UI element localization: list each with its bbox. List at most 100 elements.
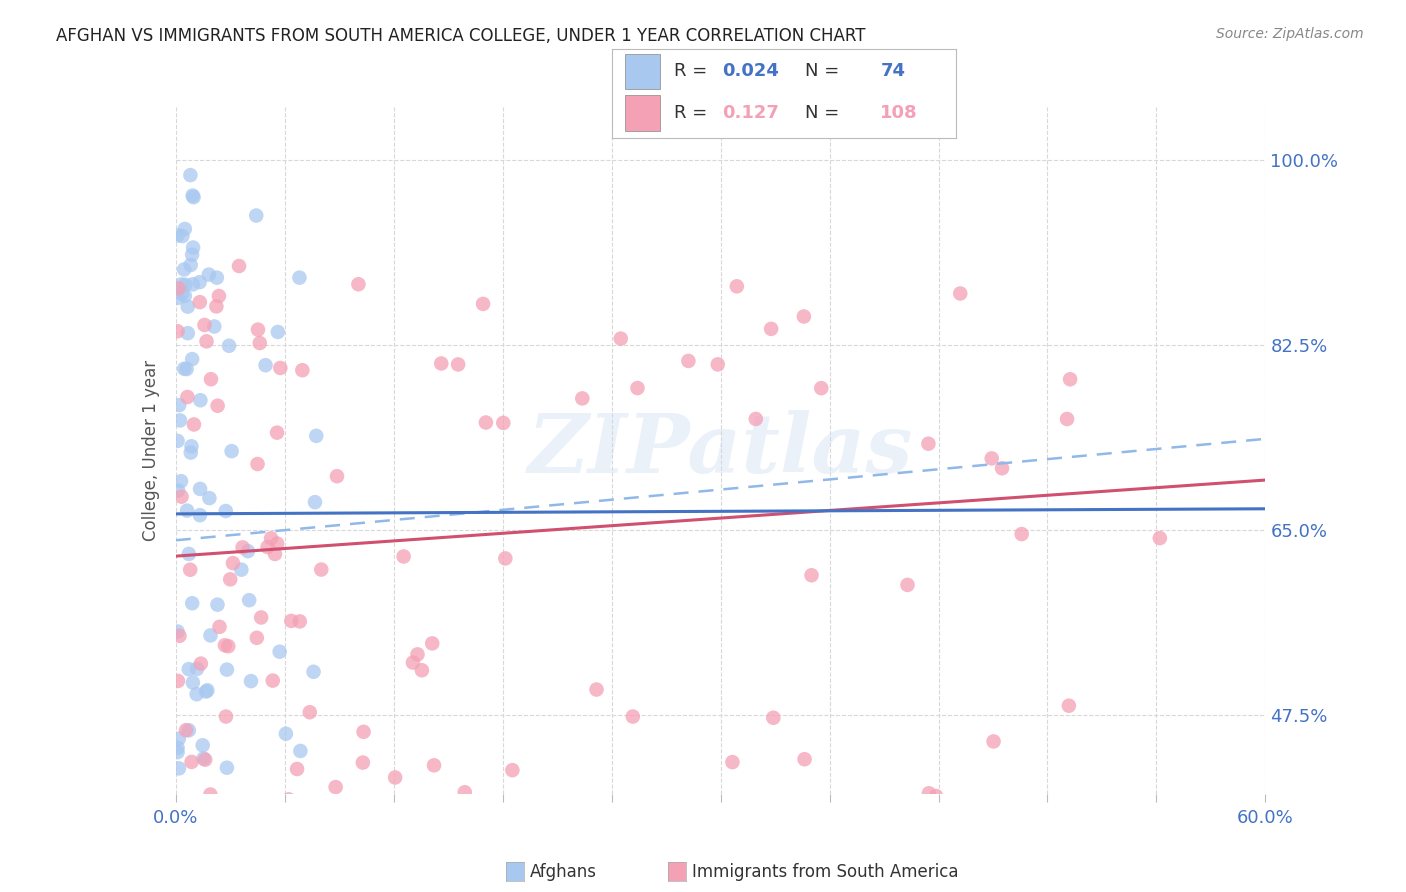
Point <box>172 824 194 838</box>
Point <box>475 416 498 430</box>
Point <box>195 334 218 349</box>
Point <box>925 789 948 803</box>
Point <box>181 277 204 292</box>
Point <box>221 444 243 458</box>
Point <box>167 761 190 775</box>
Point <box>173 361 195 376</box>
Point <box>402 656 425 670</box>
Point <box>181 247 204 261</box>
Point <box>267 325 290 339</box>
Bar <box>626 95 659 131</box>
Point <box>193 751 215 765</box>
Point <box>980 451 1002 466</box>
Point <box>918 786 941 800</box>
Point <box>173 262 195 277</box>
Point <box>172 286 194 301</box>
Point <box>176 503 198 517</box>
Point <box>725 279 748 293</box>
Point <box>250 610 273 624</box>
Point <box>202 319 225 334</box>
Text: Afghans: Afghans <box>530 863 598 881</box>
Point <box>254 358 277 372</box>
Point <box>166 324 188 338</box>
Point <box>762 711 785 725</box>
Point <box>181 352 204 367</box>
Point <box>200 628 222 642</box>
Point <box>208 289 231 303</box>
Point <box>180 445 202 459</box>
Text: Immigrants from South America: Immigrants from South America <box>692 863 959 881</box>
Point <box>166 740 188 755</box>
Point <box>190 657 212 671</box>
Point <box>177 326 200 341</box>
Point <box>288 270 311 285</box>
Point <box>392 549 415 564</box>
Point <box>240 674 263 689</box>
Point <box>167 281 190 295</box>
Point <box>246 457 269 471</box>
Point <box>180 439 202 453</box>
Point <box>256 540 278 554</box>
Point <box>208 620 231 634</box>
Point <box>167 483 190 498</box>
Point <box>1059 827 1081 841</box>
Point <box>236 544 259 558</box>
Point <box>492 416 515 430</box>
Point <box>179 563 201 577</box>
Point <box>177 547 200 561</box>
Point <box>849 845 872 859</box>
Point <box>678 354 700 368</box>
Point <box>949 286 972 301</box>
Point <box>609 332 631 346</box>
Point <box>810 381 832 395</box>
Point <box>325 780 347 794</box>
Point <box>183 190 205 204</box>
Point <box>166 624 188 639</box>
Point <box>266 536 288 550</box>
Point <box>609 820 631 834</box>
Point <box>195 684 218 698</box>
Point <box>285 762 308 776</box>
Point <box>420 636 443 650</box>
Point <box>423 758 446 772</box>
Text: N =: N = <box>804 104 845 122</box>
Point <box>347 277 370 292</box>
Point <box>501 763 523 777</box>
Point <box>181 188 204 202</box>
Point <box>305 429 328 443</box>
Point <box>207 399 229 413</box>
Point <box>238 593 260 607</box>
Point <box>228 259 250 273</box>
Point <box>298 705 321 719</box>
Point <box>188 295 211 310</box>
Point <box>304 495 326 509</box>
Text: 108: 108 <box>880 104 918 122</box>
Point <box>198 491 221 505</box>
Point <box>231 563 253 577</box>
Point <box>170 474 193 488</box>
Point <box>759 322 782 336</box>
Point <box>896 578 918 592</box>
Point <box>215 709 238 723</box>
Point <box>793 310 815 324</box>
Point <box>274 727 297 741</box>
Point <box>384 771 406 785</box>
Point <box>176 362 198 376</box>
Point <box>167 731 190 746</box>
Point <box>793 752 815 766</box>
Point <box>219 572 242 586</box>
Point <box>167 291 190 305</box>
Point <box>233 796 256 810</box>
Point <box>221 815 243 830</box>
Point <box>215 663 238 677</box>
Point <box>186 797 208 811</box>
Point <box>277 792 299 806</box>
Point <box>571 392 593 406</box>
Text: R =: R = <box>673 62 713 80</box>
Point <box>179 168 201 182</box>
Point <box>454 785 477 799</box>
Point <box>266 425 288 440</box>
Point <box>183 417 205 432</box>
Point <box>249 336 271 351</box>
Point <box>173 222 195 236</box>
